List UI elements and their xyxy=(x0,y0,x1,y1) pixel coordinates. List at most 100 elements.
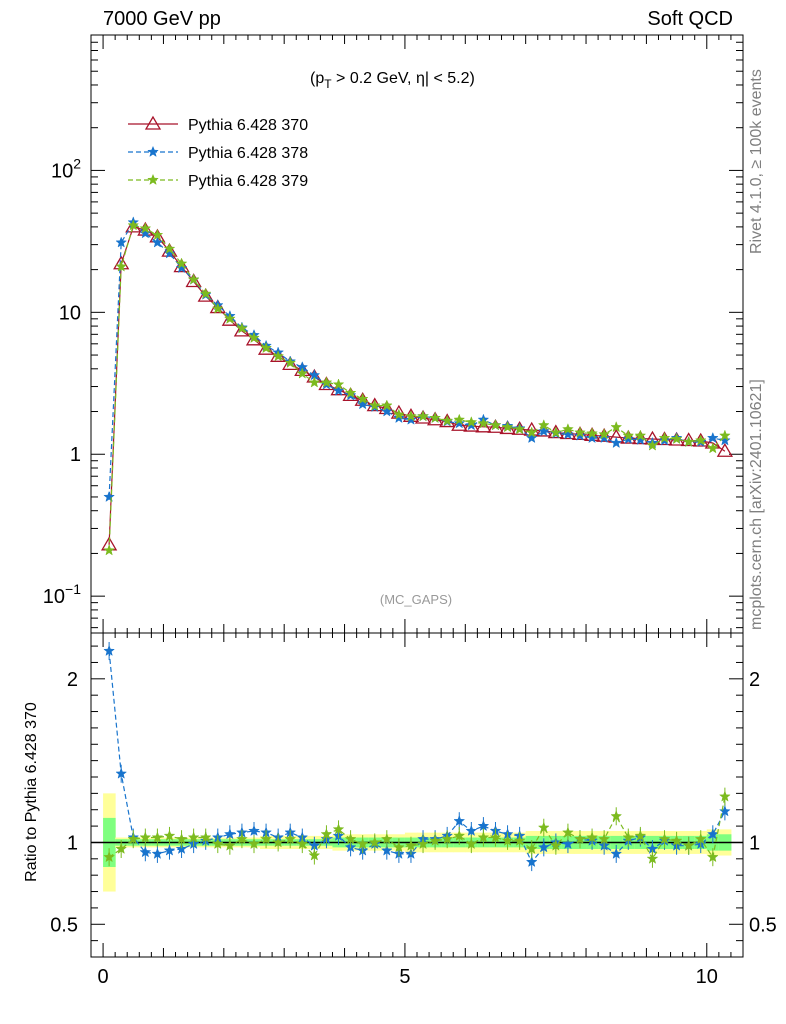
series-1-point xyxy=(719,434,731,446)
series-2-point xyxy=(308,376,321,388)
ratio-line-2 xyxy=(108,796,726,861)
ratio-2-point xyxy=(694,832,707,845)
ratio-1-point xyxy=(537,841,550,853)
series-2-point xyxy=(296,367,309,379)
series-1-point xyxy=(139,227,152,239)
series-2-point xyxy=(549,426,562,438)
ratio-2-point xyxy=(404,839,417,851)
header-left: 7000 GeV pp xyxy=(103,8,221,30)
ratio-2-point xyxy=(610,810,623,822)
ratio-2-point xyxy=(320,828,333,840)
series-1-point xyxy=(356,398,369,410)
ratio-2-point xyxy=(658,832,671,845)
ratio-2-point xyxy=(417,837,429,850)
series-2-point xyxy=(453,413,466,425)
series-1-point xyxy=(405,413,417,425)
series-1-point xyxy=(393,411,405,424)
ratio-2-point xyxy=(549,839,562,851)
ratio-2-point xyxy=(598,832,611,845)
ratio-1-point xyxy=(380,844,393,856)
y-tick-label: 10 xyxy=(59,302,81,324)
series-0-point xyxy=(487,418,504,433)
ratio-2-point xyxy=(103,850,115,863)
series-2-point xyxy=(694,434,707,446)
ratio-2-point xyxy=(537,821,550,833)
series-2-point xyxy=(139,222,152,234)
ratio-2-point xyxy=(332,823,345,835)
series-2-point xyxy=(622,429,635,441)
series-2-point xyxy=(658,431,671,444)
ratio-1-point xyxy=(115,767,128,779)
series-0-point xyxy=(571,426,589,441)
series-2-point xyxy=(380,399,393,411)
series-2-point xyxy=(562,423,574,435)
ratio-2-point xyxy=(477,831,490,843)
side-label-top: Rivet 4.1.0, ≥ 100k events xyxy=(748,69,765,254)
series-2-point xyxy=(610,420,623,433)
ratio-2-point xyxy=(574,833,586,845)
ratio-2-point xyxy=(248,837,260,850)
series-1-point xyxy=(151,236,164,248)
series-2-point xyxy=(320,376,333,388)
legend-marker-0 xyxy=(144,115,162,130)
series-2-point xyxy=(501,420,514,433)
series-0-point xyxy=(716,442,734,457)
series-0-point xyxy=(185,273,202,288)
ratio-2-point xyxy=(501,834,514,846)
ratio-2-point xyxy=(344,832,357,845)
series-2-point xyxy=(404,410,417,422)
series-2-point xyxy=(248,331,260,343)
series-2-point xyxy=(127,219,140,231)
series-2-point xyxy=(187,273,200,285)
series-2-point xyxy=(223,312,236,324)
series-2-point xyxy=(163,242,176,254)
series-1-point xyxy=(380,405,393,417)
legend-marker-1 xyxy=(147,145,159,157)
ratio-2-point xyxy=(634,829,647,841)
series-2-point xyxy=(393,408,405,420)
ratio-2-point xyxy=(586,831,598,843)
ratio-2-point xyxy=(151,831,164,843)
y-tick-label: 10−1 xyxy=(43,581,81,608)
series-2-point xyxy=(719,429,731,441)
series-1-point xyxy=(163,247,176,259)
ratio-2-point xyxy=(187,831,200,843)
series-2-point xyxy=(670,432,683,445)
ratio-2-point xyxy=(441,832,454,845)
ratio-2-point xyxy=(236,832,248,845)
ratio-2-point xyxy=(272,836,285,848)
series-1-point xyxy=(103,490,115,502)
series-2-point xyxy=(115,260,128,272)
ratio-1-point xyxy=(525,855,538,868)
ratio-2-point xyxy=(163,829,176,841)
ratio-2-point xyxy=(453,829,466,842)
x-tick-label: 5 xyxy=(399,966,410,988)
ratio-1-point xyxy=(103,644,115,656)
ratio-2-point xyxy=(308,849,321,861)
series-1-point xyxy=(453,417,466,429)
series-2-point xyxy=(574,426,586,438)
ratio-1-point xyxy=(453,814,466,827)
ratio-2-point xyxy=(525,842,538,854)
series-2-point xyxy=(211,302,224,314)
series-2-point xyxy=(441,414,454,426)
y-tick-label-right: 2 xyxy=(749,669,760,691)
ratio-1-point xyxy=(465,824,478,836)
ratio-2-point xyxy=(368,836,381,848)
ratio-2-point xyxy=(562,826,574,838)
ratio-2-point xyxy=(199,831,212,843)
series-1-point xyxy=(175,261,188,274)
legend-label-0: Pythia 6.428 370 xyxy=(188,117,308,134)
series-2-point xyxy=(356,392,369,405)
legend: Pythia 6.428 370 Pythia 6.428 378 Pythia 6… xyxy=(128,115,308,190)
series-0-point xyxy=(475,418,492,433)
series-2-point xyxy=(429,411,441,424)
ratio-1-point xyxy=(610,847,623,859)
series-0-point xyxy=(632,430,649,445)
series-1-point xyxy=(562,428,574,440)
series-2-point xyxy=(477,417,490,429)
ratio-1-point xyxy=(223,828,236,840)
ratio-2-point xyxy=(682,839,695,851)
series-1-point xyxy=(525,431,538,444)
